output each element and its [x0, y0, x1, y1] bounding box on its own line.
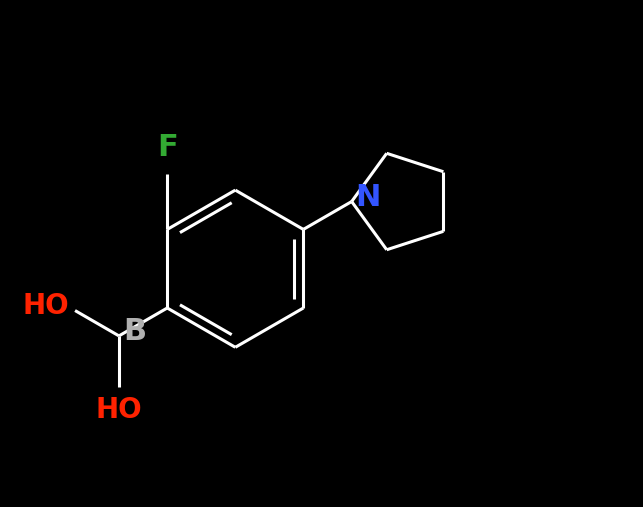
Text: F: F [157, 133, 177, 162]
Text: B: B [123, 317, 146, 346]
Text: HO: HO [23, 293, 69, 320]
Text: HO: HO [96, 395, 142, 424]
Text: N: N [356, 183, 381, 212]
